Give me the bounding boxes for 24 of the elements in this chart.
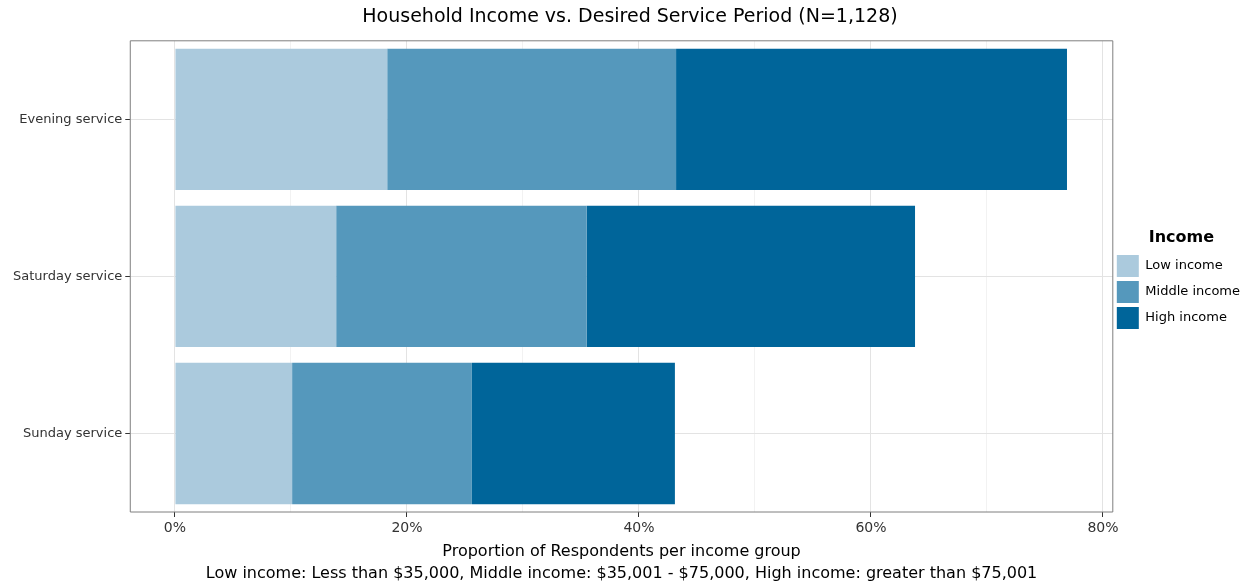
legend-label: Middle income xyxy=(1145,283,1241,299)
y-tick-label: Evening service xyxy=(19,110,123,126)
x-tick-label: 80% xyxy=(1087,519,1119,536)
text: Low income: Less than $35,000, Middle income: $35,001 - $75,000, High income: greater than $75,001 xyxy=(205,563,1038,583)
x-tick-label: 0% xyxy=(163,519,187,536)
x-tick-label: 20% xyxy=(391,519,423,536)
bar xyxy=(175,205,337,348)
bar xyxy=(676,48,1067,191)
legend-label: High income xyxy=(1145,309,1227,325)
bar xyxy=(292,362,472,505)
x-tick-label: 60% xyxy=(855,519,887,536)
bar xyxy=(175,362,293,505)
bar xyxy=(387,48,677,191)
y-tick-label: Sunday service xyxy=(22,424,123,440)
x-axis-title: Proportion of Respondents per income group xyxy=(442,540,801,560)
legend-label: Low income xyxy=(1145,257,1223,273)
bar xyxy=(471,362,675,505)
bar xyxy=(175,48,388,191)
bar xyxy=(586,205,916,348)
x-tick-label: 40% xyxy=(623,519,655,536)
legend-title: Income xyxy=(1148,227,1215,247)
bar xyxy=(336,205,587,348)
y-tick-label: Saturday service xyxy=(13,267,123,283)
chart-title: Household Income vs. Desired Service Period (N=1,128) xyxy=(362,4,898,27)
